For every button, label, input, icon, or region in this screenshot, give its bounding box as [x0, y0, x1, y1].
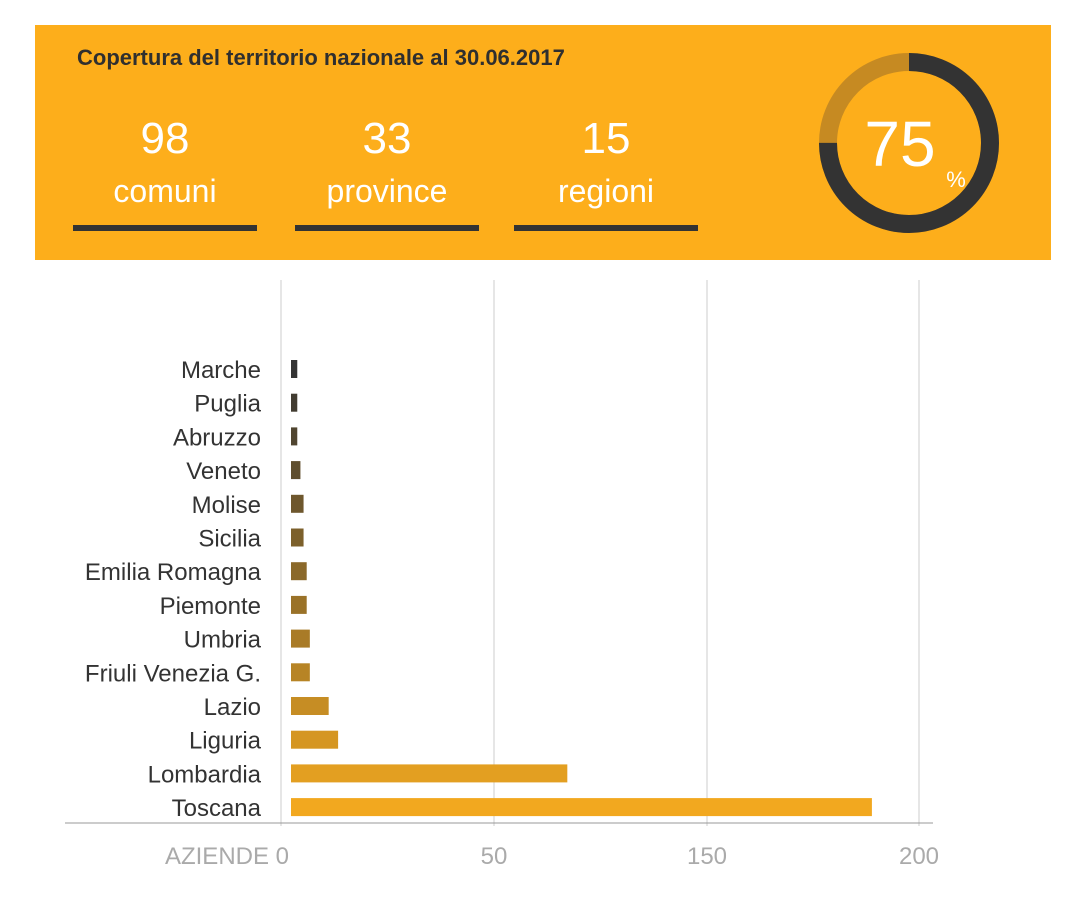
- stat-number: 15: [581, 114, 631, 163]
- category-label: Emilia Romagna: [85, 559, 262, 586]
- banner-title: Copertura del territorio nazionale al 30…: [77, 45, 565, 70]
- category-label: Friuli Venezia G.: [85, 660, 261, 687]
- bar-friuli-venezia-g: [291, 663, 310, 682]
- stat-number: 98: [140, 114, 190, 163]
- stat-underline: [295, 225, 479, 231]
- category-label: Puglia: [194, 391, 261, 418]
- category-label: Sicilia: [198, 526, 261, 553]
- category-label: Molise: [192, 492, 261, 519]
- category-label: Toscana: [172, 795, 262, 822]
- stat-province: 33 province: [295, 113, 479, 231]
- bar-puglia: [291, 393, 298, 412]
- x-tick-label: 150: [687, 843, 727, 870]
- aziende-bar-chart: AZIENDE 0 50 150 200 Marche Puglia Abruzzo Vene…: [65, 280, 939, 870]
- category-label: Piemonte: [160, 593, 261, 620]
- bar-liguria: [291, 730, 339, 749]
- category-label: Liguria: [189, 728, 262, 755]
- category-label: Abruzzo: [173, 424, 261, 451]
- donut-percent-sign: %: [946, 167, 966, 192]
- bar-piemonte: [291, 595, 307, 614]
- category-label: Marche: [181, 357, 261, 384]
- category-label: Veneto: [186, 458, 261, 485]
- category-label: Umbria: [184, 627, 262, 654]
- bar-emilia-romagna: [291, 562, 307, 581]
- bar-molise: [291, 494, 304, 513]
- coverage-donut: 75 %: [819, 53, 999, 233]
- x-tick-label: 200: [899, 843, 939, 870]
- stat-comuni: 98 comuni: [73, 113, 257, 231]
- x-tick-label: AZIENDE 0: [165, 843, 289, 870]
- stat-label: regioni: [557, 173, 655, 209]
- bar-toscana: [291, 798, 872, 817]
- donut-covered-arc: [819, 53, 999, 233]
- bar-lombardia: [291, 764, 568, 783]
- donut-percent-value: 75: [864, 108, 935, 180]
- bar-sicilia: [291, 528, 304, 547]
- stat-underline: [514, 225, 698, 231]
- stat-underline: [73, 225, 257, 231]
- stat-number: 33: [362, 114, 412, 163]
- stat-label: comuni: [113, 173, 217, 209]
- bar-marche: [291, 360, 298, 378]
- bar-veneto: [291, 461, 301, 480]
- x-tick-label: 50: [481, 843, 508, 870]
- bar-umbria: [291, 629, 310, 648]
- stat-label: province: [326, 173, 448, 209]
- stat-regioni: 15 regioni: [514, 113, 698, 231]
- category-label: Lazio: [204, 694, 261, 721]
- bar-abruzzo: [291, 427, 298, 446]
- coverage-banner: Copertura del territorio nazionale al 30…: [35, 25, 1051, 260]
- category-label: Lombardia: [148, 761, 262, 788]
- bar-lazio: [291, 697, 329, 715]
